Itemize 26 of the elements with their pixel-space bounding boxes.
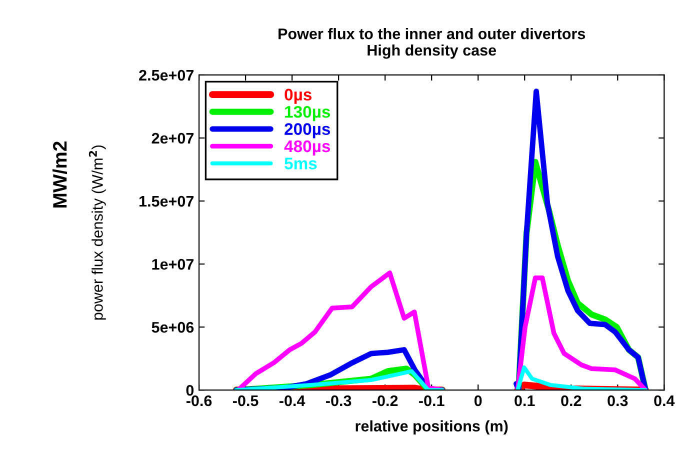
- y-tick-label: 0: [186, 384, 194, 396]
- legend-label: 480µs: [284, 140, 330, 156]
- y-axis-title: power flux density (W/m$^{2}$): [88, 145, 106, 320]
- x-tick-label: -0.6: [186, 395, 212, 406]
- legend-label: 130µs: [285, 106, 330, 122]
- legend-label: 200µs: [284, 123, 330, 138]
- x-tick-label: -0.2: [372, 395, 398, 406]
- x-tick-label: -0.3: [326, 395, 352, 406]
- y-tick-label: 2.5e+07: [139, 70, 194, 81]
- y-tick-label: 1e+07: [152, 258, 194, 270]
- x-tick-label: -0.4: [280, 395, 306, 406]
- legend-label: 0µs: [284, 88, 312, 104]
- x-tick-label: 0.4: [654, 395, 675, 406]
- y-tick-label: 2e+07: [152, 132, 194, 144]
- chart-title: Power flux to the inner and outer divertors High density case: [278, 28, 586, 59]
- x-tick-label: 0.3: [608, 395, 628, 406]
- x-tick-label: -0.1: [419, 395, 444, 406]
- x-axis-title: relative positions (m): [356, 420, 508, 435]
- x-tick-label: 0: [474, 395, 482, 406]
- x-tick-label: 0.1: [514, 395, 535, 406]
- text: MW/m2: [52, 142, 67, 208]
- y-tick-label: 1.5e+07: [140, 196, 194, 207]
- y-tick-label: 5e+06: [152, 322, 194, 333]
- x-tick-label: -0.5: [232, 395, 258, 406]
- x-tick-label: 0.2: [561, 395, 582, 406]
- legend-label: 5ms: [284, 158, 317, 170]
